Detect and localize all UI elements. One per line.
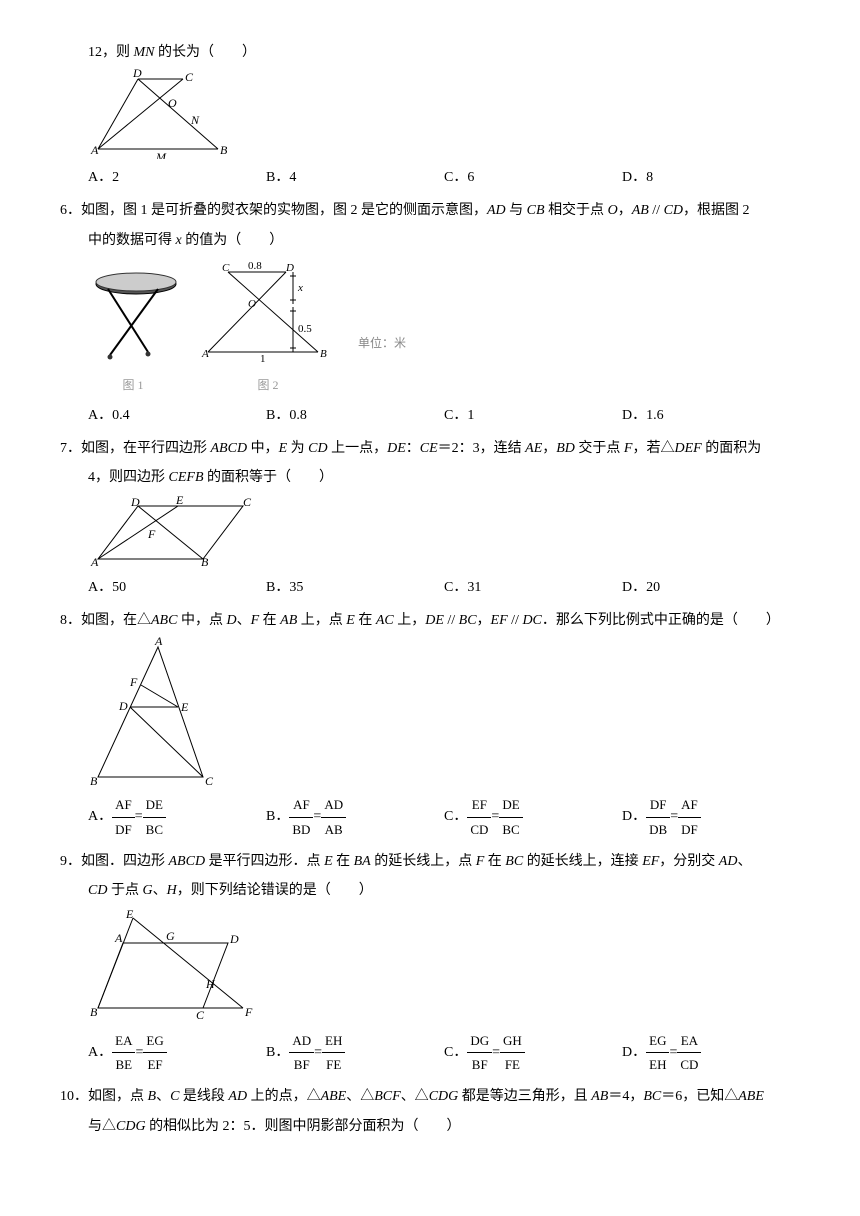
svg-text:D: D (229, 932, 239, 946)
svg-text:0.5: 0.5 (298, 323, 312, 335)
svg-text:G: G (166, 929, 175, 943)
q6-opt-d: D．1.6 (622, 403, 800, 428)
svg-text:D: D (130, 495, 140, 509)
q5-figure: A B D C O M N (88, 69, 800, 159)
svg-text:H: H (205, 977, 216, 991)
q6-line2: 中的数据可得 x 的值为（ ） (60, 228, 800, 253)
q6-opt-c: C．1 (444, 403, 622, 428)
label-M: M (155, 150, 167, 159)
label-C: C (185, 70, 194, 84)
svg-text:E: E (125, 908, 134, 921)
q9-figure: A B C D E F G H (88, 908, 800, 1023)
svg-text:C: C (196, 1008, 205, 1022)
q5-opt-a: A．2 (88, 165, 266, 190)
q7-line2: 4，则四边形 CEFB 的面积等于（ ） (60, 465, 800, 490)
label-N: N (190, 113, 200, 127)
q8-opt-b: B．AFBD=ADAB (266, 793, 444, 841)
q6-options: A．0.4 B．0.8 C．1 D．1.6 (60, 403, 800, 428)
q5-opt-c: C．6 (444, 165, 622, 190)
q8-figure: A B C D E F (88, 637, 800, 787)
q10-line2: 与△CDG 的相似比为 2：5．则图中阴影部分面积为（ ） (60, 1114, 800, 1139)
q7-figure: A B C D E F (88, 494, 800, 569)
q5-prefix: 12，则 (88, 45, 134, 60)
svg-text:B: B (320, 348, 327, 360)
q6-fig1-label: 图 1 (88, 375, 178, 397)
svg-text:A: A (201, 348, 209, 360)
q9-line1: 9．如图．四边形 ABCD 是平行四边形．点 E 在 BA 的延长线上，点 F … (60, 849, 800, 874)
q5-opt-d: D．8 (622, 165, 800, 190)
q5-continuation: 12，则 MN 的长为（ ） (60, 40, 800, 65)
q6-figures: 图 1 C D A B O 0. (88, 257, 800, 397)
svg-text:E: E (175, 494, 184, 507)
svg-text:C: C (243, 495, 252, 509)
label-B: B (220, 143, 228, 157)
svg-text:C: C (205, 774, 214, 787)
svg-text:E: E (180, 700, 189, 714)
svg-text:0.8: 0.8 (248, 260, 262, 272)
q7-opt-b: B．35 (266, 575, 444, 600)
svg-text:B: B (90, 774, 98, 787)
q5-opt-b: B．4 (266, 165, 444, 190)
svg-text:A: A (90, 555, 99, 569)
label-A: A (90, 143, 99, 157)
label-D: D (132, 69, 142, 80)
q6-opt-a: A．0.4 (88, 403, 266, 428)
q7-options: A．50 B．35 C．31 D．20 (60, 575, 800, 600)
q6-opt-b: B．0.8 (266, 403, 444, 428)
q7-opt-c: C．31 (444, 575, 622, 600)
q9-opt-c: C．DGBF=GHFE (444, 1029, 622, 1077)
q5-options: A．2 B．4 C．6 D．8 (60, 165, 800, 190)
q7-opt-d: D．20 (622, 575, 800, 600)
svg-text:O: O (248, 298, 256, 310)
q7-opt-a: A．50 (88, 575, 266, 600)
svg-text:F: F (129, 675, 138, 689)
svg-text:F: F (147, 527, 156, 541)
q6-fig2: C D A B O 0.8 x 0.5 1 (198, 257, 338, 362)
svg-text:A: A (114, 931, 123, 945)
q6-fig2-label: 图 2 (198, 375, 338, 397)
q6-fig1 (88, 267, 178, 362)
q8-line1: 8．如图，在△ABC 中，点 D、F 在 AB 上，点 E 在 AC 上，DE … (60, 608, 800, 633)
svg-text:F: F (244, 1005, 253, 1019)
q5-suffix: 的长为（ ） (155, 45, 257, 60)
q8-opt-a: A．AFDF=DEBC (88, 793, 266, 841)
q9-opt-d: D．EGEH=EACD (622, 1029, 800, 1077)
q8-options: A．AFDF=DEBC B．AFBD=ADAB C．EFCD=DEBC D．DF… (60, 793, 800, 841)
svg-text:D: D (285, 262, 294, 274)
q10-line1: 10．如图，点 B、C 是线段 AD 上的点，△ABE、△BCF、△CDG 都是… (60, 1084, 800, 1109)
q9-line2: CD 于点 G、H，则下列结论错误的是（ ） (60, 878, 800, 903)
q5-mn: MN (134, 45, 155, 60)
svg-text:A: A (154, 637, 163, 648)
q8-opt-d: D．DFDB=AFDF (622, 793, 800, 841)
label-O: O (168, 96, 177, 110)
q9-opt-a: A．EABE=EGEF (88, 1029, 266, 1077)
svg-text:B: B (201, 555, 209, 569)
svg-text:C: C (222, 262, 230, 274)
q7-line1: 7．如图，在平行四边形 ABCD 中，E 为 CD 上一点，DE：CE＝2：3，… (60, 436, 800, 461)
q9-opt-b: B．ADBF=EHFE (266, 1029, 444, 1077)
q6-line1: 6．如图，图 1 是可折叠的熨衣架的实物图，图 2 是它的侧面示意图，AD 与 … (60, 198, 800, 223)
q9-options: A．EABE=EGEF B．ADBF=EHFE C．DGBF=GHFE D．EG… (60, 1029, 800, 1077)
svg-text:D: D (118, 699, 128, 713)
svg-text:B: B (90, 1005, 98, 1019)
q6-unit: 单位：米 (358, 336, 406, 350)
svg-text:x: x (297, 282, 303, 294)
q8-opt-c: C．EFCD=DEBC (444, 793, 622, 841)
svg-text:1: 1 (260, 353, 266, 362)
